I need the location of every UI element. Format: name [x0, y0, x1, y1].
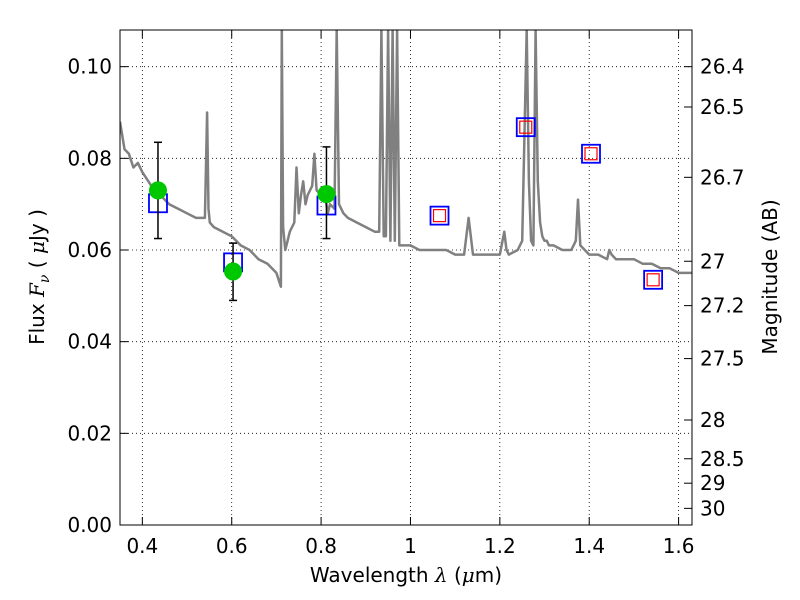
- observed-flux-point: [148, 181, 167, 200]
- y-tick-label: 0.06: [67, 238, 112, 262]
- x-tick-label: 0.6: [216, 534, 248, 558]
- plot-area: [120, 30, 692, 525]
- y2-tick-label: 26.7: [700, 165, 745, 189]
- upper-limit-square: [519, 120, 533, 134]
- y2-tick-label: 27.5: [700, 347, 745, 371]
- upper-limit-square: [584, 147, 598, 161]
- y-axis-label-text: Flux: [25, 297, 49, 345]
- y-axis-label-mu: μ: [25, 241, 49, 254]
- y2-tick-label: 27.2: [700, 294, 745, 318]
- model-flux-square: [643, 269, 664, 290]
- y-axis-label: Flux Fν ( μJy ): [25, 209, 53, 345]
- y-axis-label-unit: Jy ): [25, 209, 49, 243]
- y2-tick-label: 26.4: [700, 55, 745, 79]
- upper-limit-square: [646, 273, 660, 287]
- x-tick-label: 1.4: [573, 534, 605, 558]
- model-flux-square: [429, 205, 450, 226]
- observed-flux-point: [224, 262, 243, 281]
- y2-tick-label: 29: [700, 471, 725, 495]
- y-tick-label: 0.08: [67, 146, 112, 170]
- template-spectrum-line: [120, 30, 692, 288]
- y2-tick-label: 28: [700, 408, 725, 432]
- model-flux-square: [515, 117, 536, 138]
- y-tick-label: 0.10: [67, 55, 112, 79]
- x-axis-label-open: (: [448, 563, 462, 587]
- x-axis-label: Wavelength λ (μm): [310, 563, 502, 587]
- y-tick-label: 0.02: [67, 421, 112, 445]
- model-flux-square: [581, 143, 601, 164]
- y-axis-label-open: (: [25, 254, 49, 275]
- x-tick-label: 0.4: [126, 534, 158, 558]
- y-tick-label: 0.00: [67, 513, 112, 537]
- x-tick-label: 0.8: [305, 534, 337, 558]
- x-axis-label-text: Wavelength: [310, 563, 435, 587]
- y2-tick-label: 27: [700, 249, 725, 273]
- y-axis-label-subscript: ν: [37, 274, 53, 283]
- plot-frame: [119, 29, 693, 526]
- x-axis-label-unit: m): [475, 563, 502, 587]
- y2-tick-label: 28.5: [700, 447, 745, 471]
- x-tick-label: 1.6: [663, 534, 695, 558]
- y2-tick-label: 26.5: [700, 95, 745, 119]
- y2-tick-label: 30: [700, 496, 725, 520]
- x-axis-label-mu: μ: [462, 563, 475, 587]
- x-tick-label: 1.2: [484, 534, 516, 558]
- data-markers: [148, 117, 664, 302]
- y-tick-label: 0.04: [67, 330, 112, 354]
- y2-axis-label: Magnitude (AB): [758, 199, 782, 354]
- upper-limit-square: [432, 209, 447, 223]
- data-series: [120, 30, 692, 288]
- x-tick-label: 1: [404, 534, 417, 558]
- observed-flux-point: [317, 185, 336, 204]
- x-axis-label-symbol: λ: [434, 563, 448, 587]
- y-axis-label-symbol: F: [25, 282, 49, 298]
- axis-ticks: 0.4 0.6 0.8 1 1.2 1.4 1.6 0.00 0.02 0.04 0.06 0.08 0…: [67, 30, 745, 558]
